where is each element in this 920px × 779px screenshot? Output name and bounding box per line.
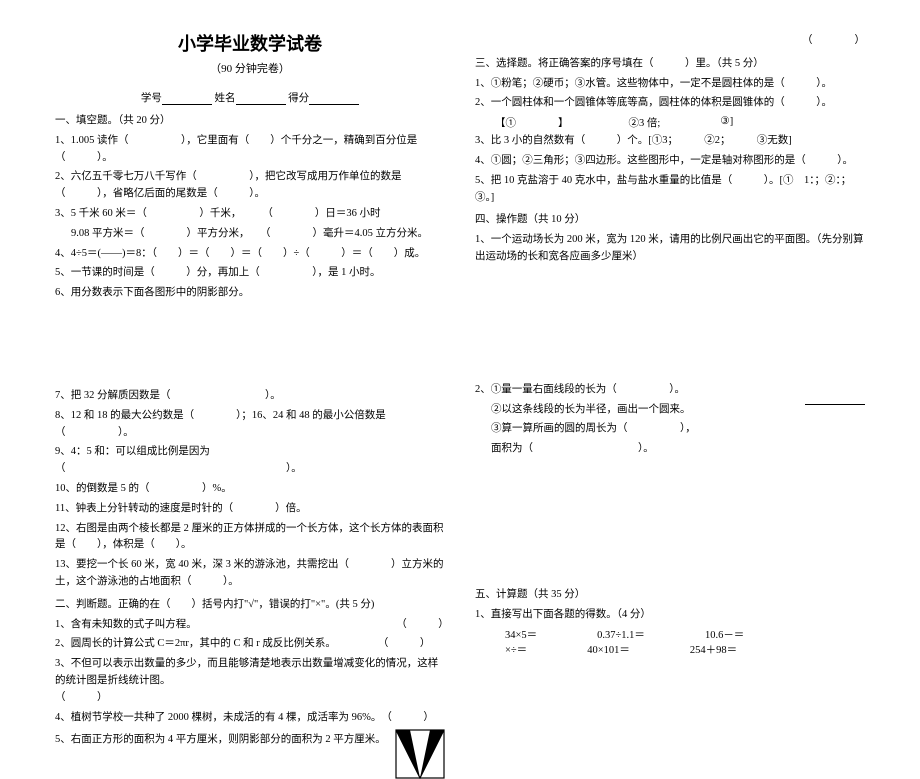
s5-r1-b: 0.37÷1.1＝ xyxy=(597,627,645,642)
s3-heading: 三、选择题。将正确答案的序号填在（ ）里。（共 5 分） xyxy=(475,56,865,73)
s2-heading: 二、判断题。正确的在（ ）括号内打"√"，错误的打"×"。(共 5 分) xyxy=(55,597,445,614)
s2-q4: 4、植树节学校一共种了 2000 棵树，未成活的有 4 棵，成活率为 96%。 … xyxy=(55,710,445,727)
s3-q5: 5、把 10 克盐溶于 40 克水中，盐与盐水重量的比值是（ ）。[① 1：；②… xyxy=(475,173,865,207)
s5-heading: 五、计算题（共 35 分） xyxy=(475,587,865,604)
id-label: 学号 xyxy=(141,93,162,104)
s5-q1: 1、直接写出下面各题的得数。（4 分） xyxy=(475,607,865,624)
s1-q9: 9、4：5 和：可以组成比例是因为（ ）。 xyxy=(55,444,445,478)
s4-q1: 1、一个运动场长为 200 米，宽为 120 米，请用的比例尺画出它的平面图。（… xyxy=(475,232,865,266)
s1-q11: 11、钟表上分针转动的速度是时针的（ ）倍。 xyxy=(55,501,445,518)
score-label: 得分 xyxy=(288,93,309,104)
s2-q2: 2、圆周长的计算公式 C＝2πr，其中的 C 和 r 成反比例关系。 （ ） xyxy=(55,636,445,653)
s2-q5-paren: （ ） xyxy=(475,33,865,50)
s1-q3b: 9.08 平方米＝（ ）平方分米， （ ）毫升＝4.05 立方分米。 xyxy=(55,226,445,243)
s5-r2-c: 254＋98＝ xyxy=(690,642,737,657)
s1-q4: 4、4÷5＝(——)＝8：（ ）＝（ ）＝（ ）÷（ ）＝（ ）成。 xyxy=(55,246,445,263)
s5-r2-a: ×÷＝ xyxy=(505,642,527,657)
s1-q7: 7、把 32 分解质因数是（ ）。 xyxy=(55,388,445,405)
name-label: 姓名 xyxy=(215,93,236,104)
s1-heading: 一、填空题。（共 20 分） xyxy=(55,113,445,130)
s4-heading: 四、操作题（共 10 分） xyxy=(475,212,865,229)
s4-q2: 2、①量一量右面线段的长为（ ）。 xyxy=(475,382,799,399)
s5-r2-b: 40×101＝ xyxy=(587,642,630,657)
s2-q1: 1、含有未知数的式子叫方程。 （ ） xyxy=(55,617,445,634)
s5-r1-c: 10.6－＝ xyxy=(705,627,744,642)
s1-q2: 2、六亿五千零七万八千写作（ ），把它改写成用万作单位的数是（ ），省略亿后面的… xyxy=(55,169,445,203)
page-subtitle: （90 分钟完卷） xyxy=(55,60,445,76)
s1-q5: 5、一节课的时间是（ ）分，再加上（ ），是 1 小时。 xyxy=(55,265,445,282)
s1-q8: 8、12 和 18 的最大公约数是（ ）；16、24 和 48 的最小公倍数是（… xyxy=(55,408,445,442)
s3-q3: 3、比 3 小的自然数有（ ）个。[①3； ②2； ③无数] xyxy=(475,133,865,150)
square-shape-icon xyxy=(395,729,445,779)
s1-q1: 1、1.005 读作（ ），它里面有（ ）个千分之一，精确到百分位是（ ）。 xyxy=(55,133,445,167)
s3-q4: 4、①圆；②三角形；③四边形。这些图形中，一定是轴对称图形的是（ ）。 xyxy=(475,153,865,170)
s2-q3: 3、不但可以表示出数量的多少，而且能够清楚地表示出数量增减变化的情况，这样的统计… xyxy=(55,656,445,706)
s3-q1: 1、①粉笔；②硬币；③水管。这些物体中，一定不是圆柱体的是（ ）。 xyxy=(475,76,865,93)
s1-q3a: 3、5 千米 60 米＝（ ）千米， （ ）日＝36 小时 xyxy=(55,206,445,223)
s2-q5: 5、右面正方形的面积为 4 平方厘米，则阴影部分的面积为 2 平方厘米。 xyxy=(55,732,395,749)
s1-q12: 12、右图是由两个棱长都是 2 厘米的正方体拼成的一个长方体，这个长方体的表面积… xyxy=(55,521,445,555)
s5-r1-a: 34×5＝ xyxy=(505,627,537,642)
s3-q2-o1: 【① 】 xyxy=(495,115,569,130)
s1-q6: 6、用分数表示下面各图形中的阴影部分。 xyxy=(55,285,445,302)
s1-q10: 10、的倒数是 5 的（ ）%。 xyxy=(55,481,445,498)
student-info: 学号 姓名 得分 xyxy=(55,90,445,105)
s3-q2-o2: ②3 倍; xyxy=(629,115,661,130)
s4-q2b: ②以这条线段的长为半径，画出一个圆来。 xyxy=(475,402,799,419)
measure-line-icon xyxy=(805,404,865,405)
s3-q2: 2、一个圆柱体和一个圆锥体等底等高，圆柱体的体积是圆锥体的（ ）。 xyxy=(475,95,865,112)
s4-q2d: 面积为（ ）。 xyxy=(475,441,799,458)
s1-q13: 13、要挖一个长 60 米，宽 40 米，深 3 米的游泳池，共需挖出（ ）立方… xyxy=(55,557,445,591)
s4-q2c: ③算一算所画的圆的周长为（ ）， xyxy=(475,421,799,438)
page-title: 小学毕业数学试卷 xyxy=(55,30,445,56)
s3-q2-o3: ③] xyxy=(720,115,733,130)
